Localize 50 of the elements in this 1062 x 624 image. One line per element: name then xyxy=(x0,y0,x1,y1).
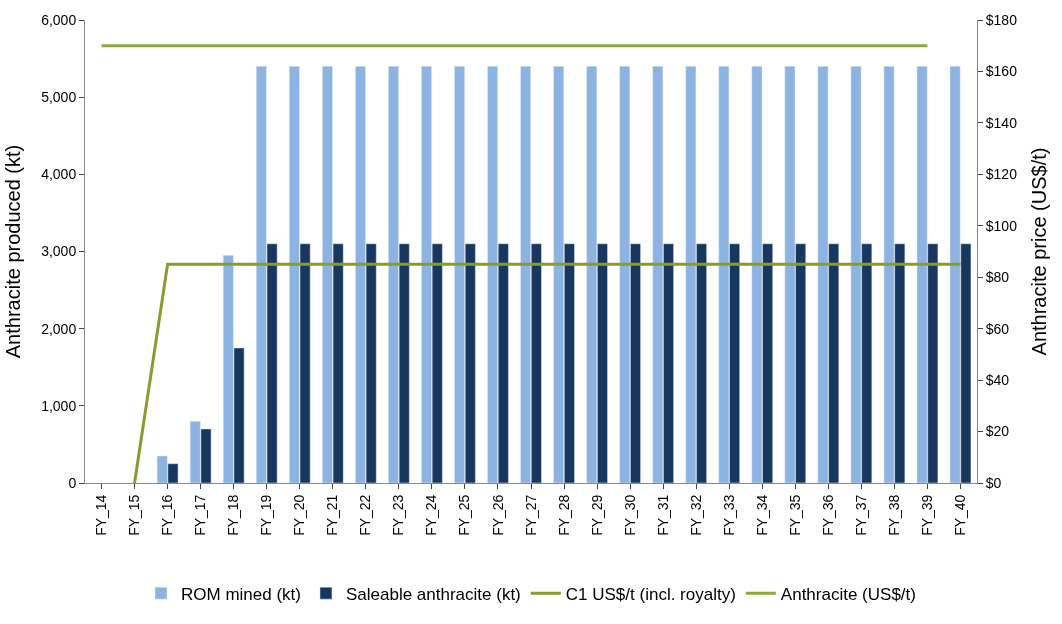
x-tick-label: FY_14 xyxy=(93,494,110,536)
y-tick-label: 0 xyxy=(68,474,77,491)
y2-tick-label: $140 xyxy=(985,114,1018,131)
x-tick-label: FY_37 xyxy=(852,494,869,536)
y2-tick-label: $180 xyxy=(985,11,1018,28)
x-tick-label: FY_16 xyxy=(159,494,176,536)
x-tick-label: FY_28 xyxy=(555,494,572,536)
x-tick-label: FY_35 xyxy=(786,494,803,536)
y-tick-label: 3,000 xyxy=(41,243,77,260)
y2-tick-label: $120 xyxy=(985,166,1018,183)
x-tick-label: FY_32 xyxy=(687,494,704,536)
y2-tick-label: $0 xyxy=(985,474,1002,491)
x-tick-label: FY_30 xyxy=(621,494,638,536)
x-tick-label: FY_40 xyxy=(952,494,969,536)
x-tick-label: FY_33 xyxy=(720,494,737,536)
x-tick-label: FY_24 xyxy=(423,494,440,536)
x-tick-label: FY_18 xyxy=(225,494,242,536)
x-tick-label: FY_27 xyxy=(522,494,539,536)
y2-tick-label: $40 xyxy=(985,372,1010,389)
x-tick-label: FY_26 xyxy=(489,494,506,536)
legend-label: C1 US$/t (incl. royalty) xyxy=(565,584,736,604)
y2-tick-label: $60 xyxy=(985,320,1010,337)
x-tick-label: FY_39 xyxy=(918,494,935,536)
y-tick-label: 6,000 xyxy=(41,11,77,28)
x-tick-label: FY_34 xyxy=(753,494,770,536)
x-tick-label: FY_23 xyxy=(390,494,407,536)
y-axis-title: Anthracite produced (kt) xyxy=(1,144,24,359)
y2-tick-label: $100 xyxy=(985,217,1018,234)
x-tick-label: FY_25 xyxy=(456,494,473,536)
y-tick-label: 4,000 xyxy=(41,166,77,183)
legend-label: Saleable anthracite (kt) xyxy=(345,584,521,604)
legend-label: Anthracite (US$/t) xyxy=(780,584,916,604)
y-tick-label: 2,000 xyxy=(41,320,77,337)
x-tick-label: FY_22 xyxy=(357,494,374,536)
x-tick-label: FY_29 xyxy=(588,494,605,536)
x-tick-label: FY_31 xyxy=(654,494,671,536)
x-tick-label: FY_21 xyxy=(324,494,341,536)
x-tick-label: FY_17 xyxy=(192,494,209,536)
y2-tick-label: $160 xyxy=(985,63,1018,80)
x-tick-label: FY_36 xyxy=(819,494,836,536)
x-tick-label: FY_15 xyxy=(126,494,143,536)
x-tick-label: FY_20 xyxy=(291,494,308,536)
y-tick-label: 5,000 xyxy=(41,89,77,106)
y-tick-label: 1,000 xyxy=(41,397,77,414)
y2-tick-label: $80 xyxy=(985,269,1010,286)
y2-axis-title: Anthracite price (US$/t) xyxy=(1027,147,1050,356)
legend-label: ROM mined (kt) xyxy=(181,584,301,604)
x-tick-label: FY_19 xyxy=(258,494,275,536)
x-tick-label: FY_38 xyxy=(885,494,902,536)
y2-tick-label: $20 xyxy=(985,423,1010,440)
